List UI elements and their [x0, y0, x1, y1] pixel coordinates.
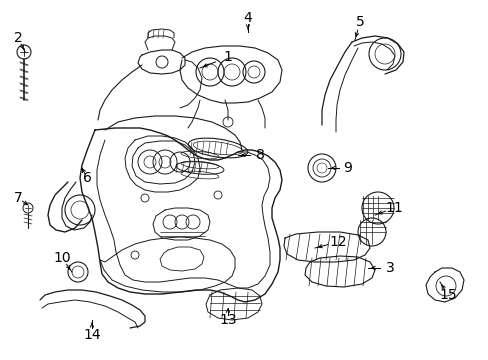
Text: 15: 15 [438, 288, 456, 302]
Text: 7: 7 [14, 191, 22, 205]
Text: 14: 14 [83, 328, 101, 342]
Text: 12: 12 [328, 235, 346, 249]
Text: 5: 5 [355, 15, 364, 29]
Text: 13: 13 [219, 313, 236, 327]
Text: 3: 3 [385, 261, 393, 275]
Text: 2: 2 [14, 31, 22, 45]
Text: 9: 9 [343, 161, 352, 175]
Text: 10: 10 [53, 251, 71, 265]
Text: 11: 11 [385, 201, 402, 215]
Text: 4: 4 [243, 11, 252, 25]
Text: 6: 6 [82, 171, 91, 185]
Text: 1: 1 [223, 50, 232, 64]
Text: 8: 8 [255, 148, 264, 162]
